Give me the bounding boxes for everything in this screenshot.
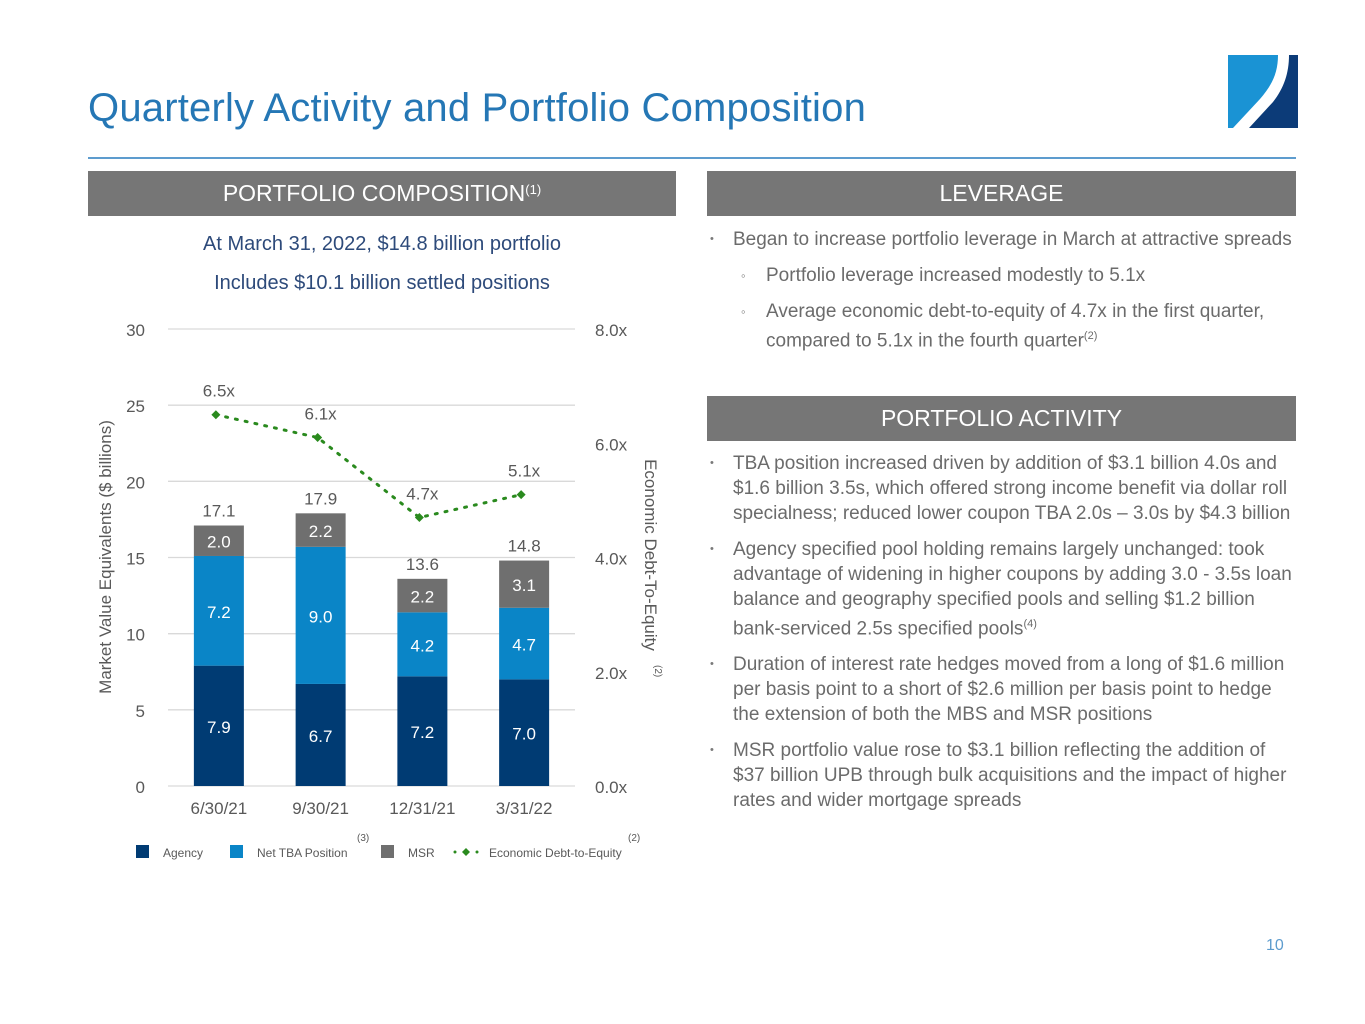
bar-total-label: 13.6 [406, 555, 439, 574]
y2-tick-label: 6.0x [595, 435, 628, 454]
activity-bullet: MSR portfolio value rose to $3.1 billion… [707, 738, 1302, 813]
bar-segment-net-tba-position [499, 607, 550, 680]
legend-swatch [381, 845, 394, 858]
bar-segment-agency [499, 679, 550, 786]
legend-footnote: (3) [357, 833, 369, 844]
axes: 0 5 10 15 20 25 30 0.0x 2.0x 4.0x 6.0x 8.0x Market V… [96, 321, 663, 818]
debt-to-equity-label: 4.7x [406, 485, 439, 504]
y2-tick-label: 8.0x [595, 321, 628, 340]
y-axis-title: Market Value Equivalents ($ billions) [96, 420, 115, 694]
activity-bullet-list: TBA position increased driven by additio… [707, 451, 1302, 824]
x-tick-label: 12/31/21 [389, 799, 455, 818]
bar-value-label: 6.7 [309, 727, 333, 746]
y-tick-label: 20 [126, 473, 145, 492]
bar-segment-msr [193, 525, 244, 556]
legend-line-marker [462, 848, 470, 856]
y-tick-label: 30 [126, 321, 145, 340]
debt-to-equity-label: 6.1x [305, 405, 338, 424]
legend-label: Net TBA Position [257, 846, 348, 860]
portfolio-composition-header: PORTFOLIO COMPOSITION (1) [88, 171, 676, 216]
bar-value-label: 4.2 [411, 636, 435, 655]
footnote-marker: (4) [1023, 618, 1037, 630]
bar-segment-agency [397, 676, 448, 786]
bar-value-label: 7.2 [411, 723, 435, 742]
activity-bullet: TBA position increased driven by additio… [707, 451, 1302, 526]
bar-total-label: 17.9 [304, 489, 337, 508]
y2-axis-footnote: (2) [652, 665, 663, 677]
leverage-sub-bullet: Portfolio leverage increased modestly to… [707, 263, 1302, 288]
legend-footnote: (2) [628, 833, 640, 844]
bar-value-label: 7.9 [207, 718, 231, 737]
chart-labels: 7.9 7.2 2.0 17.1 6.7 9.0 2.2 17.9 7.2 4.2 2.2 13.6 7… [202, 382, 540, 746]
bar-segment-agency [295, 683, 346, 786]
x-tick-label: 6/30/21 [191, 799, 248, 818]
legend-swatch [230, 845, 243, 858]
footnote-marker: (2) [1083, 330, 1098, 342]
debt-to-equity-line [211, 410, 526, 523]
y-tick-label: 0 [136, 778, 145, 797]
bar-value-label: 2.0 [207, 533, 231, 552]
legend-label: Agency [163, 846, 203, 860]
activity-bullet: Duration of interest rate hedges moved f… [707, 652, 1302, 727]
bar-total-label: 17.1 [202, 502, 235, 521]
bar-value-label: 7.0 [512, 725, 536, 744]
y2-tick-label: 0.0x [595, 778, 628, 797]
leverage-label: LEVERAGE [939, 180, 1064, 206]
title-divider [88, 157, 1296, 159]
portfolio-composition-chart: 7.9 7.2 2.0 17.1 6.7 9.0 2.2 17.9 7.2 4.2 2.2 13.6 7… [96, 321, 663, 860]
debt-to-equity-series-line [214, 413, 523, 520]
bar-segment-msr [397, 578, 448, 613]
portfolio-summary: At March 31, 2022, $14.8 billion portfol… [203, 233, 561, 255]
bar-segment-agency [193, 665, 244, 786]
legend-line-dot [453, 850, 457, 854]
legend-swatch [136, 845, 149, 858]
y2-axis-title: Economic Debt-To-Equity [641, 459, 660, 651]
legend-label: Economic Debt-to-Equity [489, 846, 622, 860]
footnote-marker: (1) [525, 182, 542, 197]
bar-value-label: 3.1 [512, 576, 536, 595]
debt-to-equity-point [313, 433, 323, 443]
leverage-sub-bullet: Average economic debt-to-equity of 4.7x … [707, 299, 1302, 353]
y-tick-label: 10 [126, 626, 145, 645]
bar-total-label: 14.8 [508, 537, 541, 556]
leverage-header: LEVERAGE [707, 171, 1296, 216]
page-title: Quarterly Activity and Portfolio Composi… [88, 86, 867, 130]
bar-segment-net-tba-position [193, 555, 244, 666]
y2-tick-label: 4.0x [595, 550, 628, 569]
debt-to-equity-label: 6.5x [203, 382, 236, 401]
y-tick-label: 5 [136, 702, 145, 721]
bar-value-label: 9.0 [309, 607, 333, 626]
leverage-bullet: Began to increase portfolio leverage in … [707, 227, 1302, 252]
bar-segment-msr [499, 560, 550, 608]
settled-positions-summary: Includes $10.1 billion settled positions [214, 272, 550, 294]
debt-to-equity-point [414, 513, 424, 523]
y2-tick-label: 2.0x [595, 664, 628, 683]
portfolio-activity-header: PORTFOLIO ACTIVITY [707, 396, 1296, 441]
bar-value-label: 7.2 [207, 603, 231, 622]
bar-segment-msr [295, 513, 346, 547]
portfolio-composition-label: PORTFOLIO COMPOSITION [222, 180, 526, 206]
company-logo-icon [1228, 55, 1298, 128]
debt-to-equity-label: 5.1x [508, 462, 541, 481]
y-tick-label: 15 [126, 550, 145, 569]
x-tick-label: 3/31/22 [496, 799, 553, 818]
page-number: 10 [1266, 937, 1284, 954]
y-tick-label: 25 [126, 397, 145, 416]
bar-segment-net-tba-position [295, 546, 346, 684]
legend-label: MSR [408, 846, 435, 860]
bar-value-label: 2.2 [411, 588, 435, 607]
leverage-bullet-list: Began to increase portfolio leverage in … [707, 227, 1302, 364]
bar-value-label: 2.2 [309, 522, 333, 541]
activity-bullet: Agency specified pool holding remains la… [707, 537, 1302, 641]
portfolio-activity-label: PORTFOLIO ACTIVITY [880, 405, 1123, 431]
bar-value-label: 4.7 [512, 636, 536, 655]
debt-to-equity-point [211, 410, 221, 420]
debt-to-equity-point [516, 490, 526, 500]
x-tick-label: 9/30/21 [292, 799, 349, 818]
legend-line-dot [475, 850, 479, 854]
bar-segment-net-tba-position [397, 612, 448, 677]
bar-stack-group [193, 513, 550, 786]
chart-legend: Agency Net TBA Position (3) MSR Economic Deb… [136, 833, 640, 860]
